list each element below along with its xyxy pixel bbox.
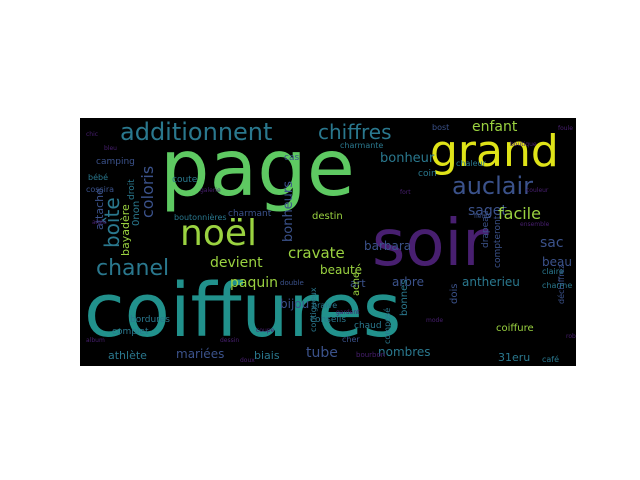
word-paquin: paquin bbox=[230, 275, 278, 291]
word-31eru: 31eru bbox=[498, 351, 531, 364]
word-charmante: charmante bbox=[340, 141, 384, 150]
word-cas: cas bbox=[284, 153, 300, 163]
word-compteront: compteront bbox=[493, 215, 503, 268]
word-antherieu: antherieu bbox=[462, 275, 520, 289]
word-athlete: athlète bbox=[108, 349, 147, 362]
word-ensemble: ensemble bbox=[520, 221, 550, 228]
word-destin: destin bbox=[312, 211, 343, 222]
word-boutonnieres: boutonnières bbox=[174, 213, 227, 222]
word-brave: braive bbox=[312, 301, 338, 310]
word-bordures: bordures bbox=[130, 315, 170, 325]
word-coloris: coloris bbox=[138, 165, 157, 218]
word-cravate: cravate bbox=[288, 244, 345, 262]
word-chaud: chaud bbox=[354, 321, 382, 331]
word-couleur: couleur bbox=[526, 187, 549, 194]
word-mode: mode bbox=[426, 317, 444, 324]
word-double: double bbox=[280, 279, 304, 287]
word-fleurs: fleurs bbox=[474, 213, 491, 220]
word-complet: complet bbox=[112, 327, 149, 337]
word-camping: camping bbox=[96, 157, 135, 167]
word-saget: saget bbox=[468, 203, 507, 219]
word-coute: coute bbox=[172, 175, 198, 185]
word-droit: droit bbox=[127, 179, 137, 200]
word-charmant: charmant bbox=[228, 209, 272, 219]
word-barbara: barbara bbox=[364, 239, 412, 253]
word-noel: noël bbox=[180, 213, 257, 254]
word-arbre: arbre bbox=[392, 275, 424, 289]
word-foule: foule bbox=[558, 125, 573, 132]
word-facile: facile bbox=[498, 204, 541, 223]
word-coin: coin bbox=[418, 169, 437, 179]
word-dessin: dessin bbox=[220, 337, 240, 344]
word-devient: devient bbox=[210, 255, 263, 271]
word-soir: soir bbox=[372, 207, 489, 281]
word-bleu: bleu bbox=[104, 145, 117, 152]
word-onon: 0non bbox=[131, 200, 142, 226]
word-doux: doux bbox=[240, 357, 255, 364]
word-conseils: conseils bbox=[310, 315, 347, 325]
word-chic: chic bbox=[86, 131, 99, 138]
word-claire: claire bbox=[542, 267, 564, 276]
word-album: album bbox=[86, 337, 105, 344]
word-tube: tube bbox=[306, 345, 338, 361]
word-nombres: nombres bbox=[378, 345, 431, 359]
word-auclair: auclair bbox=[452, 172, 534, 200]
word-coiffures: coiffures bbox=[84, 268, 402, 354]
word-cloud: page coiffures soir grand noël additionn… bbox=[80, 118, 576, 366]
word-sac: sac bbox=[540, 235, 564, 251]
word-bonnes: bonnes bbox=[399, 279, 410, 316]
word-bijou: bijou bbox=[280, 297, 310, 311]
word-coiffure: coiffure bbox=[496, 323, 534, 334]
word-boutique: boutique bbox=[510, 141, 537, 148]
word-robe: robe bbox=[566, 333, 576, 340]
word-grand: grand bbox=[430, 126, 559, 177]
word-chanel: chanel bbox=[96, 256, 170, 281]
word-cher: cher bbox=[342, 335, 360, 344]
word-page: page bbox=[160, 124, 355, 214]
word-bost: bost bbox=[432, 123, 450, 132]
word-chiffres: chiffres bbox=[318, 120, 392, 144]
word-bourbon: bourbon bbox=[356, 351, 386, 359]
word-aigle: aigle bbox=[92, 219, 107, 226]
word-beaute: beauté bbox=[320, 263, 363, 277]
word-mariees: mariées bbox=[176, 347, 225, 361]
word-charme: charme bbox=[542, 281, 573, 290]
word-cafe: café bbox=[542, 355, 560, 364]
word-chaleur: chaleur bbox=[456, 159, 486, 168]
word-beau: beau bbox=[542, 255, 572, 269]
word-dois: dois bbox=[449, 283, 460, 304]
word-galerie: galerie bbox=[200, 187, 221, 194]
word-biais: biais bbox=[254, 349, 280, 362]
word-additionnent: additionnent bbox=[120, 118, 273, 146]
word-bebe: bébé bbox=[88, 173, 108, 182]
word-art: art bbox=[350, 277, 366, 290]
word-enfant: enfant bbox=[472, 119, 518, 135]
word-compose: composé bbox=[383, 307, 392, 344]
word-bonheurs: bonheurs bbox=[281, 180, 296, 242]
word-gardent: gardent bbox=[336, 309, 360, 316]
word-fort: fort bbox=[400, 189, 411, 196]
word-bayadere: bayadère bbox=[119, 204, 132, 256]
word-cossira: cossira bbox=[86, 185, 115, 194]
word-acne: acne bbox=[351, 271, 362, 296]
word-coupe: coupe bbox=[256, 327, 275, 334]
word-bonheur: bonheur bbox=[380, 151, 435, 166]
